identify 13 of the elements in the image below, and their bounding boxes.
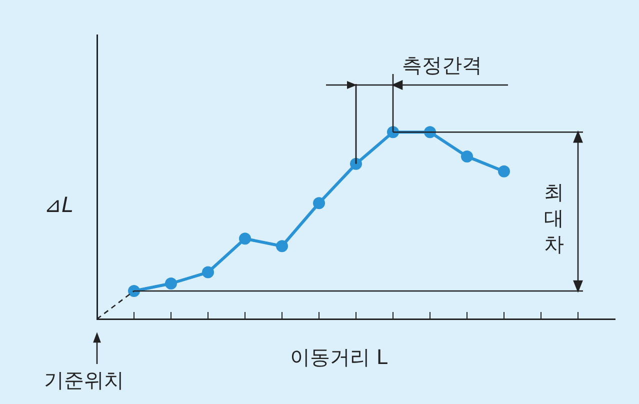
text: 기준위치 [44,367,124,394]
point [202,266,214,278]
y-axis-title: ⊿L [44,192,74,217]
x-axis-title: 이동거리 L [290,344,388,371]
text: 측정간격 [402,52,482,79]
annotation: 최대차 [543,178,565,257]
point [239,232,251,245]
point [276,240,288,252]
point [498,165,510,178]
point [313,197,325,210]
point [165,278,177,290]
point [461,150,473,162]
point [350,158,362,170]
